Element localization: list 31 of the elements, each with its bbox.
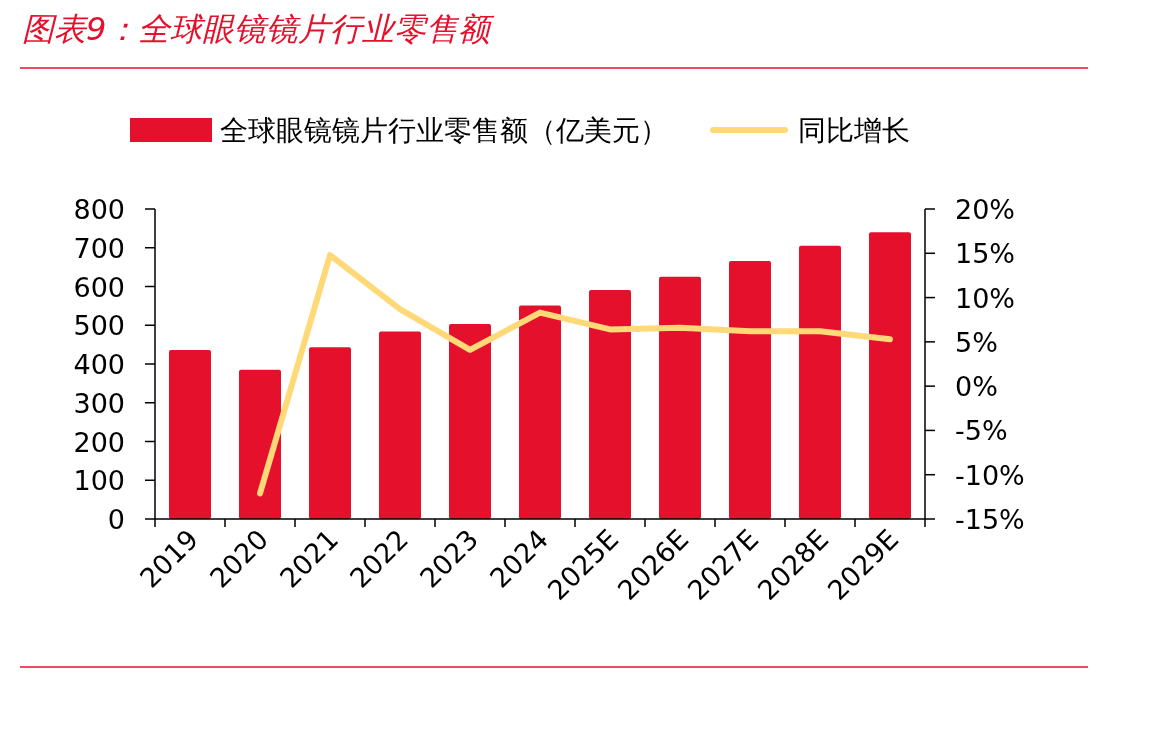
y2-tick-label: 20% xyxy=(955,194,1016,225)
y-tick-label: 600 xyxy=(73,271,125,303)
chart-title: 图表9：全球眼镜镜片行业零售额 xyxy=(22,10,496,48)
y-tick-label: 100 xyxy=(73,465,125,497)
legend-label: 同比增长 xyxy=(798,114,910,147)
bar xyxy=(309,347,351,519)
bar xyxy=(449,324,491,519)
y-tick-label: 0 xyxy=(107,504,125,535)
y-tick-label: 800 xyxy=(73,194,125,225)
y-tick-label: 500 xyxy=(73,310,125,342)
y2-tick-label: 15% xyxy=(955,238,1016,270)
y2-tick-label: -5% xyxy=(955,415,1008,447)
bar xyxy=(519,305,561,519)
y-tick-label: 700 xyxy=(73,232,125,264)
bar xyxy=(729,260,771,519)
y2-tick-label: 5% xyxy=(955,326,998,358)
y-tick-label: 200 xyxy=(73,426,125,458)
bar xyxy=(379,331,421,519)
y-tick-label: 400 xyxy=(73,349,125,380)
legend-label: 全球眼镜镜片行业零售额（亿美元） xyxy=(220,114,668,147)
y2-tick-label: -15% xyxy=(955,504,1025,535)
y2-tick-label: 10% xyxy=(955,282,1016,314)
bar xyxy=(589,289,631,519)
y-tick-label: 300 xyxy=(73,387,125,419)
bar xyxy=(169,350,211,519)
bar xyxy=(869,232,911,519)
y2-tick-label: 0% xyxy=(955,371,998,403)
bar xyxy=(799,245,841,519)
y2-tick-label: -10% xyxy=(955,459,1025,491)
bar xyxy=(659,276,701,519)
bar xyxy=(239,369,281,519)
